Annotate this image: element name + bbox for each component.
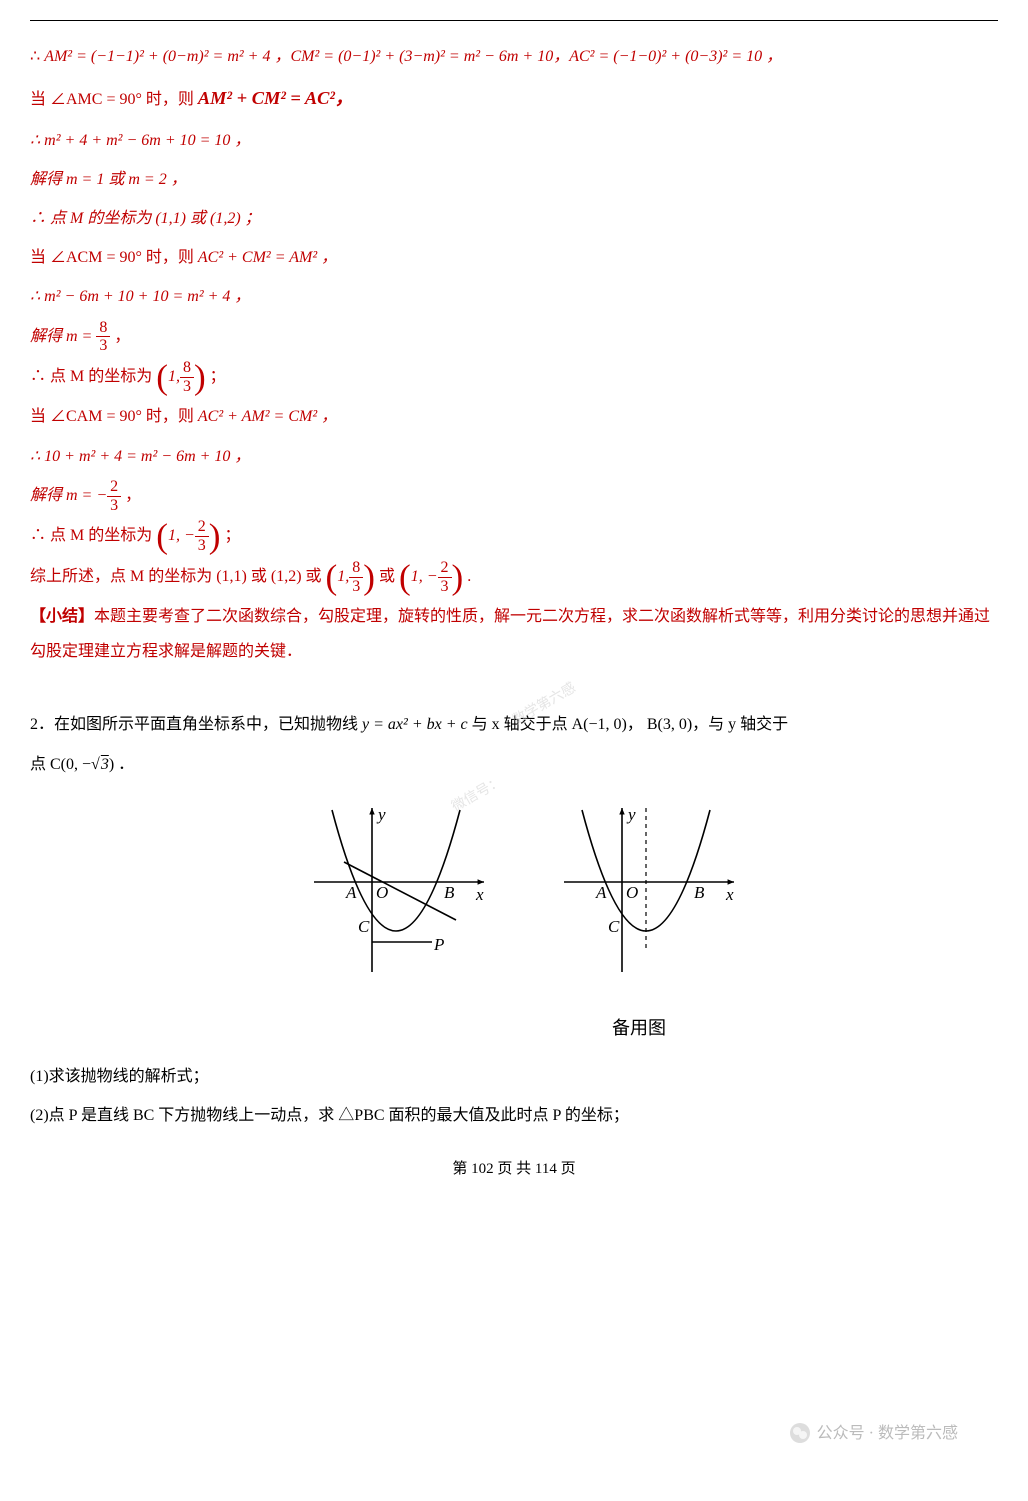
case-amc: 当 ∠AMC = 90° 时，则 [30,91,198,108]
svg-text:P: P [433,935,444,954]
eq-9-suffix: ； [206,368,226,385]
frac-t1: 83 [349,559,363,595]
xiaojie-text: 本题主要考查了二次函数综合，勾股定理，旋转的性质，解一元二次方程，求二次函数解析… [30,608,990,660]
rparen: ) [194,357,206,396]
svg-text:B: B [444,883,455,902]
page-footer: 第 102 页 共 114 页 [30,1153,998,1186]
tuple-x: 1, [168,368,180,385]
sol-line-4: 解得 m = 1 或 m = 2 ， [30,162,998,197]
svg-text:B: B [694,883,705,902]
lparen: ( [326,557,338,596]
eq-am-cm-ac: AM² = (−1−1)² + (0−m)² = m² + 4 ，CM² = (… [44,48,782,65]
sol-line-10: 当 ∠CAM = 90° 时，则 AC² + AM² = CM² ， [30,399,998,434]
p2-eq: y = ax² + bx + c [362,716,468,733]
case-cam: 当 ∠CAM = 90° 时，则 [30,408,198,425]
footer-brand: 公众号 · 数学第六感 [789,1416,958,1451]
tuple-x: 1, − [168,527,195,544]
svg-text:C: C [358,917,370,936]
rparen: ) [209,517,221,556]
eq-12-prefix: 解得 m = − [30,487,107,504]
frac-8-3b: 83 [180,359,194,395]
problem-2-intro-2: 点 C(0, −√3) ． [30,747,998,782]
sol-line-14: 综上所述，点 M 的坐标为 (1,1) 或 (1,2) 或 (1,83) 或 (… [30,559,998,595]
eq-5: ∴ 点 M 的坐标为 (1,1) 或 (1,2) ； [30,210,261,227]
xiaojie-label: 【小结】 [30,608,94,625]
eq-pyth-3: AC² + AM² = CM² ， [198,408,337,425]
problem-2-q2: (2)点 P 是直线 BC 下方抛物线上一动点，求 △PBC 面积的最大值及此时… [30,1098,998,1133]
svg-text:O: O [626,883,638,902]
sol-line-13: ∴ 点 M 的坐标为 (1, −23) ； [30,518,998,554]
top-rule [30,20,998,21]
problem-2-intro: 2．在如图所示平面直角坐标系中，已知抛物线 y = ax² + bx + c 与… [30,707,998,742]
sol-line-6: 当 ∠ACM = 90° 时，则 AC² + CM² = AM² ， [30,240,998,275]
frac-2-3: 23 [107,478,121,514]
p2-c-suffix: ) ． [109,756,134,773]
eq-pyth-1: AM² + CM² = AC²， [198,88,353,108]
sqrt3: √3 [91,756,109,773]
sol-line-9: ∴ 点 M 的坐标为 (1,83) ； [30,359,998,395]
therefore: ∴ [30,48,44,65]
diagram-left-wrap: y x OA B C P [284,802,494,1049]
spacer [30,673,998,703]
sol-line-12: 解得 m = −23 ， [30,478,998,514]
rparen: ) [452,557,464,596]
diagram-row: yxOABCP yxOABC 备用图 [30,802,998,1049]
sol-line-2: 当 ∠AMC = 90° 时，则 AM² + CM² = AC²， [30,78,998,118]
svg-text:x: x [725,885,734,904]
svg-text:C: C [608,917,620,936]
sol-line-1: ∴ AM² = (−1−1)² + (0−m)² = m² + 4 ，CM² =… [30,39,998,74]
footer-brand-text: 公众号 · 数学第六感 [817,1416,958,1451]
eq-9-prefix: ∴ 点 M 的坐标为 [30,368,156,385]
problem-2-q1: (1)求该抛物线的解析式； [30,1059,998,1094]
rparen: ) [363,557,375,596]
sol-line-11: ∴ 10 + m² + 4 = m² − 6m + 10 ， [30,439,998,474]
eq-11: ∴ 10 + m² + 4 = m² − 6m + 10 ， [30,448,250,465]
sol-line-7: ∴ m² − 6m + 10 + 10 = m² + 4 ， [30,279,998,314]
frac-8-3: 83 [96,319,110,355]
eq-3: ∴ m² + 4 + m² − 6m + 10 = 10 ， [30,132,250,149]
case-acm: 当 ∠ACM = 90° 时，则 [30,249,198,266]
p2-intro-a: 2．在如图所示平面直角坐标系中，已知抛物线 [30,716,362,733]
frac-2-3b: 23 [195,518,209,554]
svg-text:y: y [376,805,386,824]
page: ∴ AM² = (−1−1)² + (0−m)² = m² + 4 ，CM² =… [30,20,998,1481]
eq-4: 解得 m = 1 或 m = 2 ， [30,171,187,188]
sol-line-8: 解得 m = 83 ， [30,319,998,355]
eq-13-prefix: ∴ 点 M 的坐标为 [30,527,156,544]
eq-8-suffix: ， [110,328,130,345]
svg-text:A: A [595,883,607,902]
eq-8-prefix: 解得 m = [30,328,96,345]
frac-t2: 23 [438,559,452,595]
eq-13-suffix: ； [220,527,240,544]
eq-14-prefix: 综上所述，点 M 的坐标为 (1,1) 或 (1,2) 或 [30,568,326,585]
svg-text:O: O [376,883,388,902]
svg-text:x: x [475,885,484,904]
eq-pyth-2: AC² + CM² = AM² ， [198,249,337,266]
lparen: ( [156,517,168,556]
xiaojie: 【小结】本题主要考查了二次函数综合，勾股定理，旋转的性质，解一元二次方程，求二次… [30,599,998,669]
svg-text:A: A [345,883,357,902]
diagram-right-caption: 备用图 [534,1009,744,1049]
sol-line-5: ∴ 点 M 的坐标为 (1,1) 或 (1,2) ； [30,201,998,236]
p2-intro-b: 与 x 轴交于点 A(−1, 0)， B(3, 0)，与 y 轴交于 [468,716,789,733]
sol-line-3: ∴ m² + 4 + m² − 6m + 10 = 10 ， [30,123,998,158]
eq-7: ∴ m² − 6m + 10 + 10 = m² + 4 ， [30,288,250,305]
lparen: ( [156,357,168,396]
eq-12-suffix: ， [121,487,141,504]
diagram-right-wrap: y x OA B C 备用图 [534,802,744,1049]
p2-c-prefix: 点 C(0, − [30,756,91,773]
diagram-right: y x OA B C [534,802,744,992]
wechat-icon [789,1422,811,1444]
svg-text:y: y [626,805,636,824]
diagram-left: y x OA B C P [284,802,494,992]
lparen: ( [399,557,411,596]
